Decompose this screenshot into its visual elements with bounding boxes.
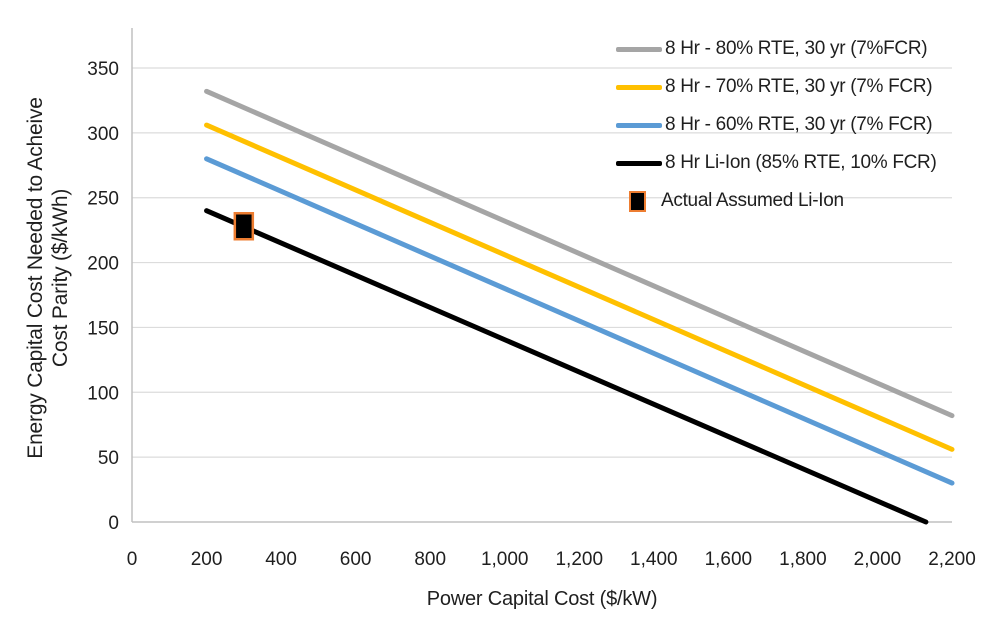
legend-item-2: 8 Hr - 60% RTE, 30 yr (7% FCR): [616, 106, 937, 144]
x-tick-label-400: 400: [265, 549, 297, 570]
y-axis-title-line1: Energy Capital Cost Needed to Acheive: [24, 97, 47, 459]
legend-item-3: 8 Hr Li-Ion (85% RTE, 10% FCR): [616, 144, 937, 182]
actual-assumed-li-ion-marker: [233, 212, 255, 241]
y-tick-label-50: 50: [98, 448, 119, 469]
series-line-0: [204, 88, 955, 419]
x-tick-label-1,800: 1,800: [779, 549, 827, 570]
legend-label: 8 Hr - 80% RTE, 30 yr (7%FCR): [665, 38, 928, 59]
legend-item-1: 8 Hr - 70% RTE, 30 yr (7% FCR): [616, 68, 937, 106]
series-line-3: [204, 208, 929, 525]
y-axis-title-line2: Cost Parity ($/kWh): [49, 188, 72, 368]
legend-label: 8 Hr Li-Ion (85% RTE, 10% FCR): [665, 152, 937, 173]
x-tick-label-0: 0: [127, 549, 138, 570]
x-tick-label-2,200: 2,200: [928, 549, 976, 570]
x-tick-label-2,000: 2,000: [854, 549, 902, 570]
legend-line-swatch: [616, 84, 662, 90]
legend-line-swatch: [616, 122, 662, 128]
legend-label: 8 Hr - 60% RTE, 30 yr (7% FCR): [665, 114, 933, 135]
legend-line-swatch: [616, 46, 662, 52]
x-tick-label-600: 600: [340, 549, 372, 570]
x-tick-label-200: 200: [191, 549, 223, 570]
legend: 8 Hr - 80% RTE, 30 yr (7%FCR) 8 Hr - 70% …: [616, 30, 937, 220]
y-tick-label-150: 150: [87, 318, 119, 339]
y-tick-label-100: 100: [87, 383, 119, 404]
legend-item-0: 8 Hr - 80% RTE, 30 yr (7%FCR): [616, 30, 937, 68]
legend-line-swatch: [616, 160, 662, 166]
x-tick-label-800: 800: [414, 549, 446, 570]
y-tick-label-350: 350: [87, 59, 119, 80]
y-axis-title: Energy Capital Cost Needed to Acheive Co…: [23, 97, 73, 458]
x-tick-label-1,000: 1,000: [481, 549, 529, 570]
y-tick-label-0: 0: [108, 513, 119, 534]
y-tick-label-300: 300: [87, 124, 119, 145]
legend-label: Actual Assumed Li-Ion: [661, 190, 844, 211]
y-tick-label-200: 200: [87, 254, 119, 275]
legend-item-actual-assumed-li-ion: Actual Assumed Li-Ion: [616, 182, 937, 220]
x-tick-label-1,200: 1,200: [555, 549, 603, 570]
x-tick-label-1,400: 1,400: [630, 549, 678, 570]
y-tick-label-250: 250: [87, 189, 119, 210]
series-line-1: [204, 122, 955, 452]
series-line-2: [204, 156, 955, 486]
x-tick-label-1,600: 1,600: [705, 549, 753, 570]
legend-label: 8 Hr - 70% RTE, 30 yr (7% FCR): [665, 76, 933, 97]
x-axis-title: Power Capital Cost ($/kW): [426, 588, 658, 610]
legend-square-swatch: [629, 190, 646, 212]
